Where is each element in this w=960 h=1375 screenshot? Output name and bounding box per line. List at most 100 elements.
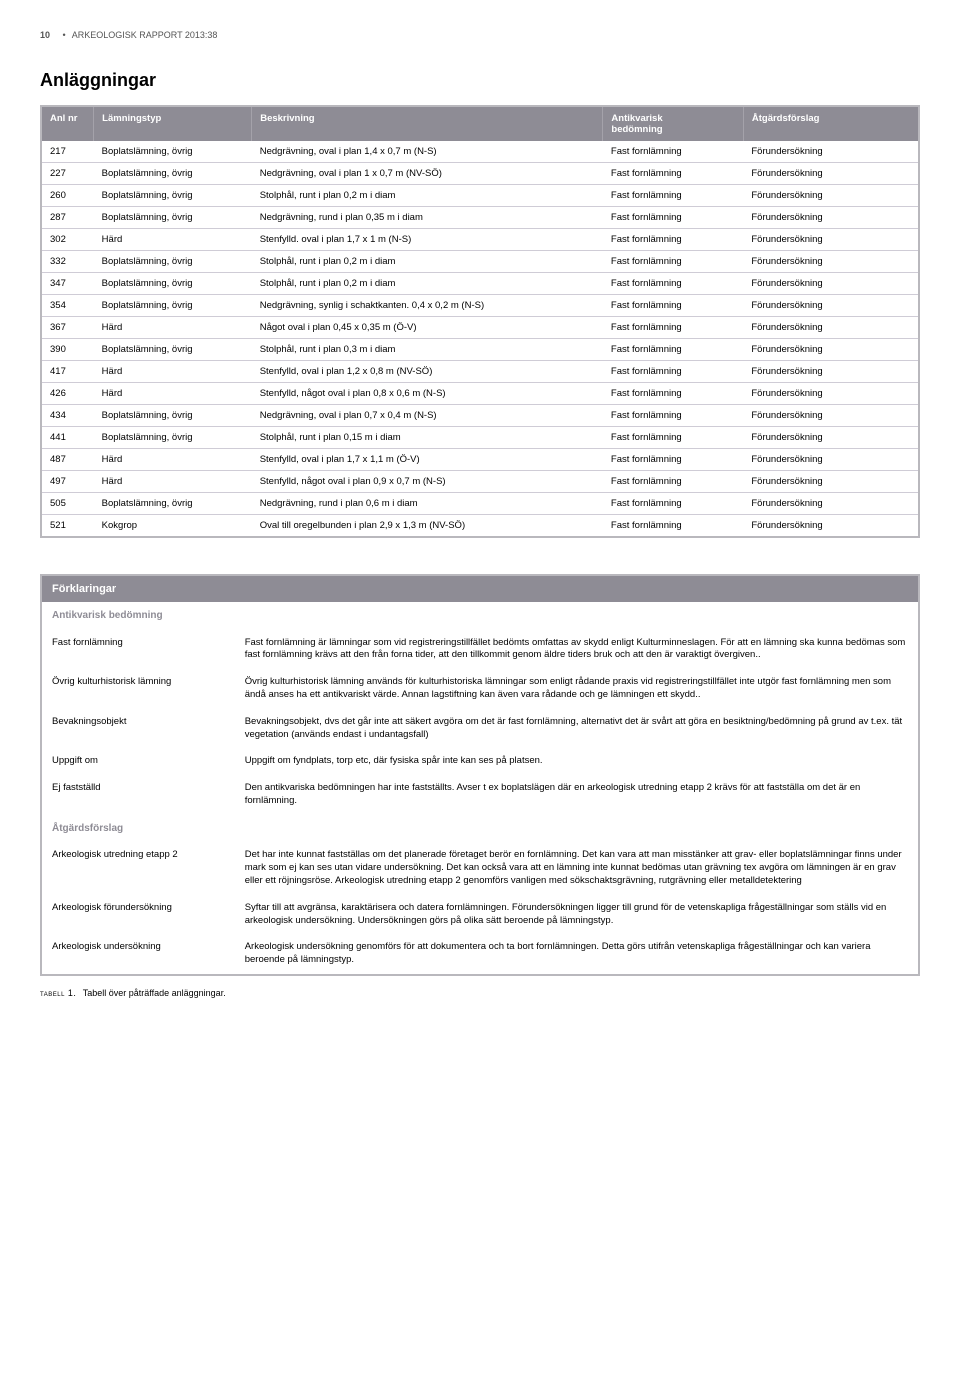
- forklaringar-box: Förklaringar Antikvarisk bedömning Fast …: [40, 574, 920, 976]
- cell-besk: Nedgrävning, oval i plan 0,7 x 0,4 m (N-…: [252, 405, 603, 427]
- cell-besk: Nedgrävning, oval i plan 1,4 x 0,7 m (N-…: [252, 141, 603, 163]
- cell-atg: Förundersökning: [743, 185, 919, 207]
- cell-besk: Stenfylld, oval i plan 1,2 x 0,8 m (NV-S…: [252, 361, 603, 383]
- cell-typ: Boplatslämning, övrig: [94, 273, 252, 295]
- cell-besk: Nedgrävning, rund i plan 0,6 m i diam: [252, 493, 603, 515]
- explain-key: Övrig kulturhistorisk lämning: [42, 669, 235, 709]
- cell-typ: Boplatslämning, övrig: [94, 251, 252, 273]
- cell-atg: Förundersökning: [743, 427, 919, 449]
- cell-atg: Förundersökning: [743, 295, 919, 317]
- cell-nr: 217: [41, 141, 94, 163]
- table-row: 302HärdStenfylld. oval i plan 1,7 x 1 m …: [41, 229, 919, 251]
- cell-nr: 367: [41, 317, 94, 339]
- cell-nr: 487: [41, 449, 94, 471]
- cell-typ: Härd: [94, 317, 252, 339]
- explain-key: Ej fastställd: [42, 775, 235, 815]
- explain-row: Uppgift omUppgift om fyndplats, torp etc…: [42, 748, 918, 775]
- cell-atg: Förundersökning: [743, 515, 919, 538]
- col-bed-l1: Antikvarisk: [611, 113, 662, 124]
- cell-nr: 497: [41, 471, 94, 493]
- explain-row: Arkeologisk undersökningArkeologisk unde…: [42, 934, 918, 974]
- table-row: 434Boplatslämning, övrigNedgrävning, ova…: [41, 405, 919, 427]
- explain-key: Arkeologisk utredning etapp 2: [42, 842, 235, 894]
- explain-key: Arkeologisk förundersökning: [42, 895, 235, 935]
- cell-typ: Boplatslämning, övrig: [94, 207, 252, 229]
- explain-key: Uppgift om: [42, 748, 235, 775]
- cell-bed: Fast fornlämning: [603, 251, 743, 273]
- explain-row: BevakningsobjektBevakningsobjekt, dvs de…: [42, 709, 918, 749]
- cell-typ: Härd: [94, 449, 252, 471]
- table-caption: tabell 1. Tabell över påträffade anläggn…: [40, 988, 920, 998]
- page-header: 10 • ARKEOLOGISK RAPPORT 2013:38: [40, 30, 920, 40]
- cell-typ: Härd: [94, 471, 252, 493]
- cell-typ: Boplatslämning, övrig: [94, 427, 252, 449]
- cell-atg: Förundersökning: [743, 229, 919, 251]
- table-row: 227Boplatslämning, övrigNedgrävning, ova…: [41, 163, 919, 185]
- sub-head-atgard: Åtgärdsförslag: [42, 815, 918, 843]
- cell-typ: Boplatslämning, övrig: [94, 295, 252, 317]
- cell-atg: Förundersökning: [743, 493, 919, 515]
- cell-bed: Fast fornlämning: [603, 361, 743, 383]
- cell-bed: Fast fornlämning: [603, 493, 743, 515]
- cell-besk: Stolphål, runt i plan 0,2 m i diam: [252, 185, 603, 207]
- cell-bed: Fast fornlämning: [603, 449, 743, 471]
- cell-besk: Stenfylld, något oval i plan 0,8 x 0,6 m…: [252, 383, 603, 405]
- cell-bed: Fast fornlämning: [603, 383, 743, 405]
- col-lamningstyp: Lämningstyp: [94, 106, 252, 141]
- explain-row: Arkeologisk förundersökningSyftar till a…: [42, 895, 918, 935]
- anlaggningar-table: Anl nr Lämningstyp Beskrivning Antikvari…: [40, 105, 920, 538]
- cell-besk: Något oval i plan 0,45 x 0,35 m (Ö-V): [252, 317, 603, 339]
- cell-nr: 260: [41, 185, 94, 207]
- cell-bed: Fast fornlämning: [603, 515, 743, 538]
- cell-nr: 347: [41, 273, 94, 295]
- caption-label: tabell 1.: [40, 988, 76, 998]
- cell-atg: Förundersökning: [743, 251, 919, 273]
- cell-atg: Förundersökning: [743, 273, 919, 295]
- cell-typ: Boplatslämning, övrig: [94, 405, 252, 427]
- table-row: 487HärdStenfylld, oval i plan 1,7 x 1,1 …: [41, 449, 919, 471]
- sub-head-bedomning: Antikvarisk bedömning: [42, 602, 918, 630]
- cell-besk: Stolphål, runt i plan 0,2 m i diam: [252, 273, 603, 295]
- cell-bed: Fast fornlämning: [603, 273, 743, 295]
- explain-key: Fast fornlämning: [42, 630, 235, 670]
- cell-typ: Härd: [94, 229, 252, 251]
- explain-value: Bevakningsobjekt, dvs det går inte att s…: [235, 709, 918, 749]
- cell-bed: Fast fornlämning: [603, 471, 743, 493]
- table-row: 332Boplatslämning, övrigStolphål, runt i…: [41, 251, 919, 273]
- table-row: 505Boplatslämning, övrigNedgrävning, run…: [41, 493, 919, 515]
- table-row: 347Boplatslämning, övrigStolphål, runt i…: [41, 273, 919, 295]
- table-row: 217Boplatslämning, övrigNedgrävning, ova…: [41, 141, 919, 163]
- explain-value: Syftar till att avgränsa, karaktärisera …: [235, 895, 918, 935]
- cell-bed: Fast fornlämning: [603, 163, 743, 185]
- cell-nr: 441: [41, 427, 94, 449]
- cell-atg: Förundersökning: [743, 471, 919, 493]
- col-anl-nr: Anl nr: [41, 106, 94, 141]
- forklaringar-title: Förklaringar: [42, 576, 918, 602]
- cell-typ: Boplatslämning, övrig: [94, 185, 252, 207]
- cell-besk: Stolphål, runt i plan 0,15 m i diam: [252, 427, 603, 449]
- cell-typ: Boplatslämning, övrig: [94, 339, 252, 361]
- cell-besk: Oval till oregelbunden i plan 2,9 x 1,3 …: [252, 515, 603, 538]
- cell-nr: 302: [41, 229, 94, 251]
- cell-bed: Fast fornlämning: [603, 229, 743, 251]
- explain-key: Bevakningsobjekt: [42, 709, 235, 749]
- caption-text: Tabell över påträffade anläggningar.: [83, 988, 226, 998]
- cell-atg: Förundersökning: [743, 405, 919, 427]
- cell-besk: Stolphål, runt i plan 0,3 m i diam: [252, 339, 603, 361]
- cell-nr: 287: [41, 207, 94, 229]
- table-row: 497HärdStenfylld, något oval i plan 0,9 …: [41, 471, 919, 493]
- cell-bed: Fast fornlämning: [603, 141, 743, 163]
- cell-bed: Fast fornlämning: [603, 185, 743, 207]
- col-atgardsforslag: Åtgärdsförslag: [743, 106, 919, 141]
- table-row: 417HärdStenfylld, oval i plan 1,2 x 0,8 …: [41, 361, 919, 383]
- cell-besk: Stolphål, runt i plan 0,2 m i diam: [252, 251, 603, 273]
- table-row: 367HärdNågot oval i plan 0,45 x 0,35 m (…: [41, 317, 919, 339]
- table-row: 260Boplatslämning, övrigStolphål, runt i…: [41, 185, 919, 207]
- col-bedomning: Antikvarisk bedömning: [603, 106, 743, 141]
- explain-value: Övrig kulturhistorisk lämning används fö…: [235, 669, 918, 709]
- cell-typ: Boplatslämning, övrig: [94, 163, 252, 185]
- cell-besk: Stenfylld. oval i plan 1,7 x 1 m (N-S): [252, 229, 603, 251]
- cell-bed: Fast fornlämning: [603, 427, 743, 449]
- table-row: 426HärdStenfylld, något oval i plan 0,8 …: [41, 383, 919, 405]
- cell-nr: 505: [41, 493, 94, 515]
